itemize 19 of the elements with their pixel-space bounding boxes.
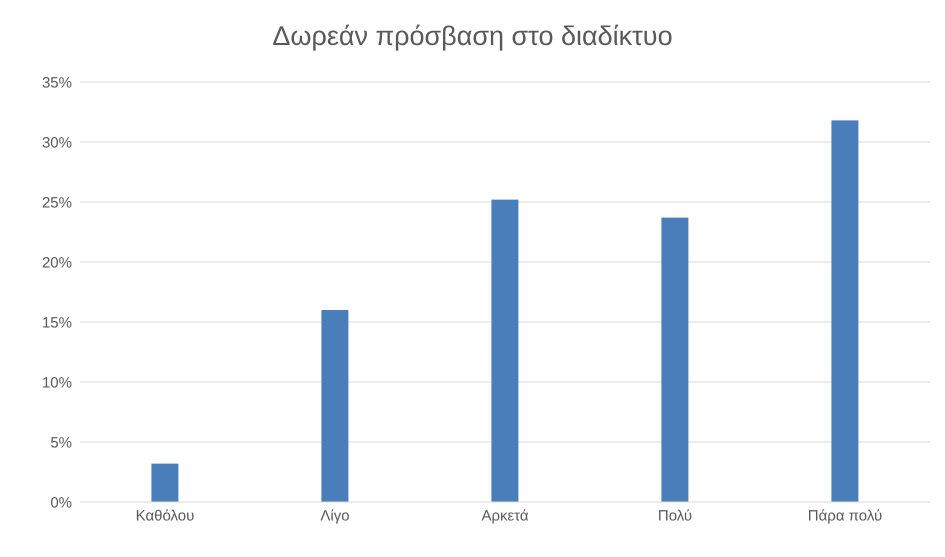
x-tick-label: Καθόλου: [136, 508, 194, 525]
bar: [491, 200, 518, 502]
x-tick-label: Αρκετά: [481, 508, 529, 525]
y-tick-label: 0%: [50, 494, 72, 512]
y-tick-label: 15%: [42, 314, 72, 332]
bar: [321, 310, 348, 502]
chart-title: Δωρεάν πρόσβαση στο διαδίκτυο: [271, 20, 674, 53]
bar: [661, 218, 688, 502]
x-tick-label: Λίγο: [320, 508, 350, 525]
y-tick-label: 35%: [42, 74, 72, 92]
y-tick-label: 10%: [42, 374, 72, 392]
y-tick-label: 20%: [42, 254, 72, 272]
y-tick-label: 25%: [42, 194, 72, 212]
y-tick-label: 30%: [42, 134, 72, 152]
x-tick-label: Πάρα πολύ: [808, 508, 882, 525]
x-tick-label: Πολύ: [658, 508, 692, 525]
y-tick-label: 5%: [50, 434, 72, 452]
bar: [831, 120, 858, 502]
bar: [151, 464, 178, 502]
